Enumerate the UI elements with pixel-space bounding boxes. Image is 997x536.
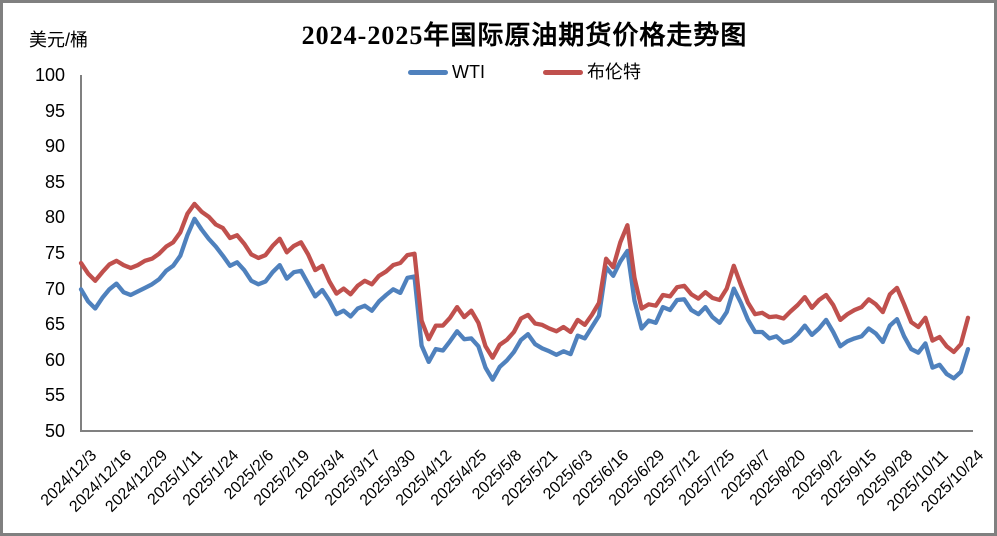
chart-title: 2024-2025年国际原油期货价格走势图 [301,21,748,50]
y-tick-label: 55 [44,385,65,406]
legend: WTI 布伦特 [81,59,968,85]
axis-lines [80,75,973,432]
y-tick-label: 85 [44,171,65,192]
y-axis-unit-label: 美元/桶 [29,30,89,50]
y-axis-labels: 100 95 90 85 80 75 70 65 60 55 50 [3,3,65,533]
legend-item-brent: 布伦特 [543,59,641,85]
legend-label-wti: WTI [452,62,485,82]
y-tick-label: 80 [44,207,65,228]
y-tick-label: 60 [44,349,65,370]
y-tick-label: 70 [44,278,65,299]
y-tick-label: 95 [44,100,65,121]
y-tick-label: 65 [44,314,65,335]
x-axis-labels: 2024/12/3 2024/12/16 2024/12/29 2025/1/11 20… [3,3,994,533]
wti-line [78,216,971,382]
y-tick-label: 90 [44,136,65,157]
y-tick-label: 100 [34,65,65,85]
brent-line [78,201,971,360]
legend-item-wti: WTI [408,59,485,85]
y-tick-label: 50 [44,421,65,441]
brent-line-swatch [543,69,583,75]
price-line-chart [78,75,973,432]
legend-label-brent: 布伦特 [587,62,641,82]
y-tick-label: 75 [44,243,65,263]
wti-line-swatch [408,69,448,75]
